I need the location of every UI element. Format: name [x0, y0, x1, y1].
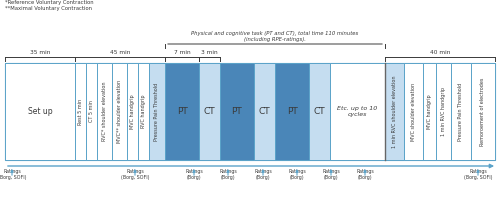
Bar — [165, 63, 199, 160]
Text: Ratings
(Borg, SOFI): Ratings (Borg, SOFI) — [0, 169, 26, 180]
Text: Rest 5 min: Rest 5 min — [78, 98, 83, 125]
Text: 35 min: 35 min — [30, 50, 50, 55]
Text: RVC* shoulder elevation: RVC* shoulder elevation — [102, 82, 107, 141]
Text: Ratings
(Borg): Ratings (Borg) — [219, 169, 237, 180]
Bar — [254, 63, 275, 160]
Bar — [309, 63, 330, 160]
Text: MVC** shoulder elevation: MVC** shoulder elevation — [117, 80, 122, 143]
Text: Physical and cognitive task (PT and CT), total time 110 minutes
(including RPE-r: Physical and cognitive task (PT and CT),… — [192, 31, 358, 42]
Text: Etc. up to 10
cycles: Etc. up to 10 cycles — [338, 106, 378, 117]
Bar — [199, 63, 220, 160]
Text: MVC handgrip: MVC handgrip — [130, 94, 135, 129]
Bar — [112, 63, 127, 160]
Bar — [97, 63, 112, 160]
Bar — [149, 63, 165, 160]
Text: Set up: Set up — [28, 107, 52, 116]
Text: Pressure Pain Threshold: Pressure Pain Threshold — [154, 82, 160, 141]
Bar — [452, 63, 470, 160]
Bar — [404, 63, 423, 160]
Text: Ratings
(Borg): Ratings (Borg) — [288, 169, 306, 180]
Bar — [275, 63, 309, 160]
Bar — [5, 63, 495, 160]
Bar — [75, 63, 86, 160]
Text: 1 min RVC handgrip: 1 min RVC handgrip — [441, 87, 446, 136]
Bar — [127, 63, 138, 160]
Bar — [5, 63, 75, 160]
Bar — [86, 63, 97, 160]
Text: Pressure Pain Threshold: Pressure Pain Threshold — [458, 82, 464, 141]
Text: Ratings
(Borg): Ratings (Borg) — [254, 169, 272, 180]
Text: PT: PT — [232, 107, 242, 116]
Bar — [436, 63, 452, 160]
Bar — [385, 63, 404, 160]
Bar — [330, 63, 385, 160]
Text: 40 min: 40 min — [430, 50, 450, 55]
Text: CT 5 min: CT 5 min — [89, 101, 94, 122]
Text: CT: CT — [258, 107, 270, 116]
Text: Ratings
(Borg): Ratings (Borg) — [185, 169, 203, 180]
Text: 45 min: 45 min — [110, 50, 130, 55]
Text: Ratings
(Borg, SOFI): Ratings (Borg, SOFI) — [121, 169, 149, 180]
Text: CT: CT — [204, 107, 216, 116]
Text: Ratings
(Borg, SOFI): Ratings (Borg, SOFI) — [464, 169, 492, 180]
Text: PT: PT — [176, 107, 188, 116]
Text: MVC shoulder elevation: MVC shoulder elevation — [412, 82, 416, 141]
Text: **Maximal Voluntary Contraction: **Maximal Voluntary Contraction — [5, 6, 92, 11]
Bar — [138, 63, 149, 160]
Text: 7 min: 7 min — [174, 50, 190, 55]
Text: Remoroement of electrodes: Remoroement of electrodes — [480, 77, 486, 146]
Text: Ratings
(Borg): Ratings (Borg) — [322, 169, 340, 180]
Bar — [470, 63, 495, 160]
Text: 1 min RVC shoulder elevation: 1 min RVC shoulder elevation — [392, 75, 397, 148]
Text: MVC handgrip: MVC handgrip — [427, 94, 432, 129]
Text: PT: PT — [286, 107, 298, 116]
Text: CT: CT — [314, 107, 326, 116]
Text: Ratings
(Borg): Ratings (Borg) — [356, 169, 374, 180]
Bar — [220, 63, 254, 160]
Bar — [424, 63, 436, 160]
Text: 3 min: 3 min — [201, 50, 218, 55]
Text: RVC handgrip: RVC handgrip — [141, 95, 146, 128]
Text: *Reference Voluntary Contraction: *Reference Voluntary Contraction — [5, 0, 94, 5]
